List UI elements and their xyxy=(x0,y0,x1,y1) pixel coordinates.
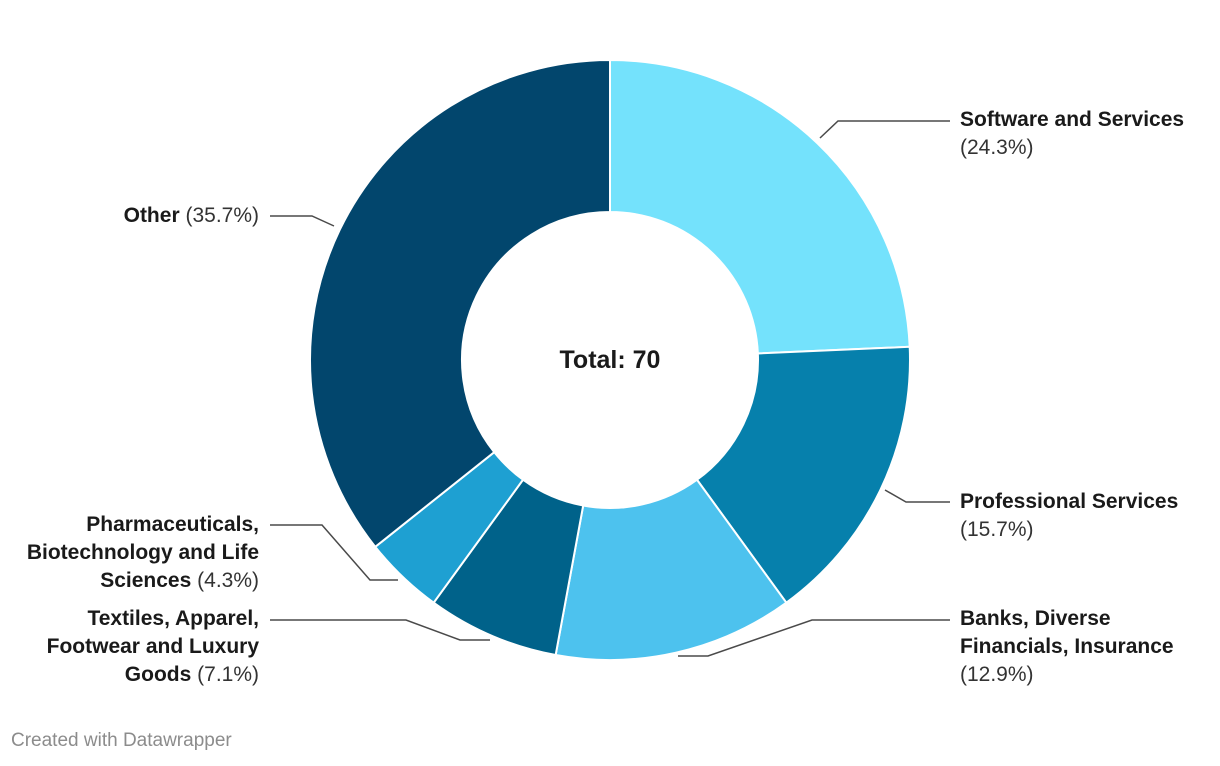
footer-credit: Created with Datawrapper xyxy=(11,730,232,751)
label-professional-services: Professional Services (15.7%) xyxy=(960,490,1179,541)
label-other: Other (35.7%) xyxy=(123,204,259,227)
center-total-label: Total: 70 xyxy=(560,346,661,374)
slice-software-and-services xyxy=(609,58,911,355)
label-textiles-apparel: Textiles, Apparel, Footwear and Luxury Goo… xyxy=(46,607,259,686)
leader-line-software-and-services xyxy=(819,120,950,139)
slice-banks-financials-insurance xyxy=(554,478,788,661)
label-pharmaceuticals: Pharmaceuticals, Biotechnology and Life Sc… xyxy=(26,513,259,592)
leader-line-professional-services xyxy=(884,489,950,503)
leader-line-textiles-apparel xyxy=(270,619,490,641)
slice-other xyxy=(309,58,611,549)
label-software-and-services: Software and Services (24.3%) xyxy=(960,108,1185,159)
leader-line-banks-financials-insurance xyxy=(678,619,950,657)
leader-line-other xyxy=(270,215,335,227)
leader-line-pharmaceuticals xyxy=(270,524,398,581)
slice-professional-services xyxy=(695,345,911,605)
label-banks-financials-insurance: Banks, Diverse Financials, Insurance (12.9… xyxy=(960,607,1174,686)
